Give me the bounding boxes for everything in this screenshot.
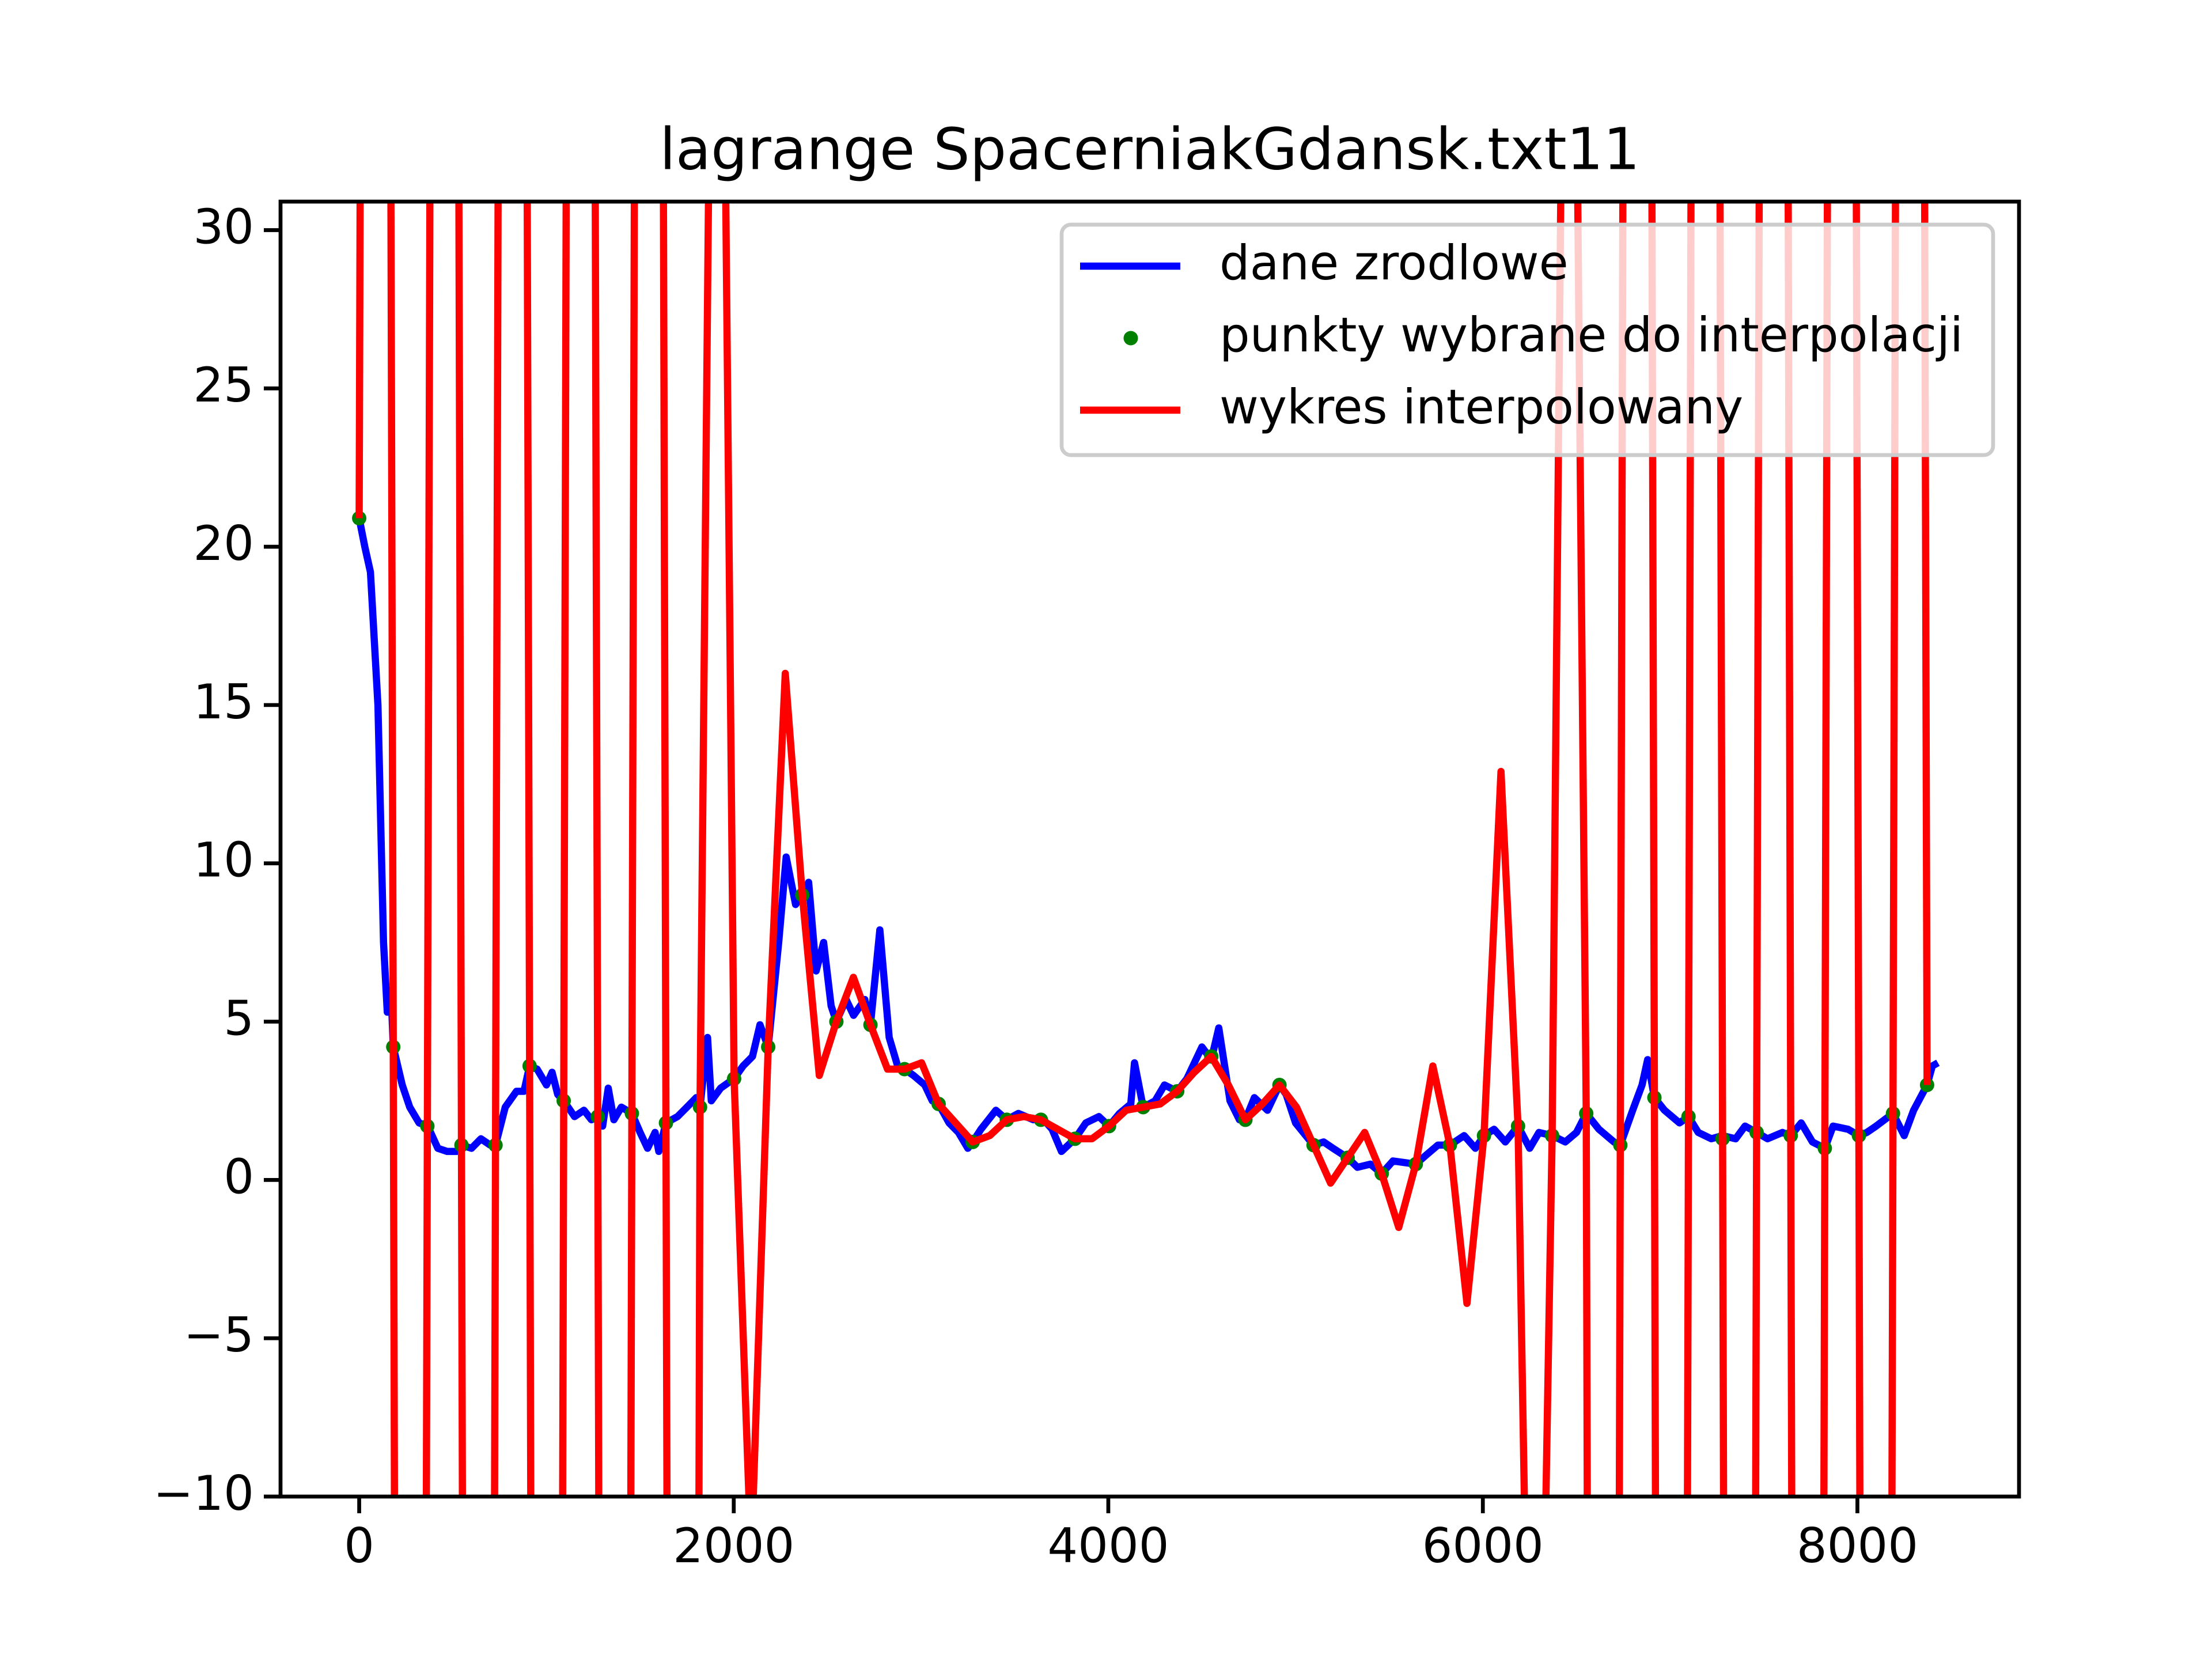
legend-label: punkty wybrane do interpolacji (1219, 307, 1963, 363)
y-tick-label: 30 (193, 199, 254, 255)
y-tick-label: 15 (193, 674, 254, 730)
y-tick-label: −10 (153, 1465, 254, 1521)
chart-title: lagrange SpacerniakGdansk.txt11 (660, 115, 1640, 183)
x-tick-label: 8000 (1797, 1518, 1918, 1574)
data-line (355, 202, 1931, 1497)
plot-area (352, 202, 1940, 1497)
y-tick-label: 10 (193, 832, 254, 888)
y-tick-label: 25 (193, 357, 254, 413)
x-tick-label: 0 (344, 1518, 374, 1574)
y-tick-label: −5 (184, 1307, 254, 1363)
legend-label: wykres interpolowany (1219, 379, 1743, 435)
y-tick-label: 0 (224, 1149, 254, 1205)
x-tick-label: 2000 (673, 1518, 794, 1574)
y-tick-label: 20 (193, 516, 254, 571)
x-tick-label: 4000 (1047, 1518, 1169, 1574)
x-tick-label: 6000 (1422, 1518, 1544, 1574)
y-tick-label: 5 (224, 990, 254, 1046)
legend-box (1059, 222, 1995, 457)
legend-marker (1123, 331, 1138, 346)
axes-frame (278, 199, 2021, 1499)
legend-label: dane zrodlowe (1219, 235, 1569, 291)
